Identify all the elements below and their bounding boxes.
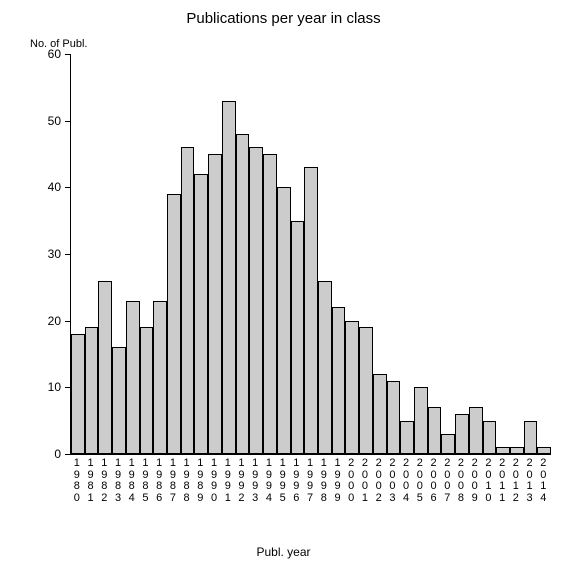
x-tick-label: 2012 (509, 458, 523, 504)
x-tick-label: 1998 (317, 458, 331, 504)
bar (496, 447, 510, 454)
y-tick-label: 0 (54, 447, 61, 461)
bar (222, 101, 236, 454)
x-tick-label: 2000 (344, 458, 358, 504)
x-tick-label: 1991 (221, 458, 235, 504)
bar (483, 421, 497, 454)
y-tick (65, 387, 71, 388)
y-tick (65, 254, 71, 255)
bar (208, 154, 222, 454)
bar (194, 174, 208, 454)
bar (263, 154, 277, 454)
bar (236, 134, 250, 454)
bar (345, 321, 359, 454)
x-tick-label: 1993 (248, 458, 262, 504)
x-tick-label: 2006 (427, 458, 441, 504)
x-tick-label: 1986 (152, 458, 166, 504)
x-tick-label: 1997 (303, 458, 317, 504)
bar (387, 381, 401, 454)
y-tick-label: 50 (48, 114, 61, 128)
bar (291, 221, 305, 454)
y-tick (65, 187, 71, 188)
x-tick-label: 2001 (358, 458, 372, 504)
bar (71, 334, 85, 454)
y-tick-label: 10 (48, 380, 61, 394)
x-tick-label: 2007 (440, 458, 454, 504)
x-tick-label: 1995 (276, 458, 290, 504)
y-tick-label: 60 (48, 47, 61, 61)
bar (359, 327, 373, 454)
x-tick-label: 1989 (193, 458, 207, 504)
bar (112, 347, 126, 454)
bar (140, 327, 154, 454)
x-tick-label: 2004 (399, 458, 413, 504)
x-tick-label: 1994 (262, 458, 276, 504)
bar (332, 307, 346, 454)
x-tick-label: 2011 (495, 458, 509, 504)
x-tick-label: 1984 (125, 458, 139, 504)
x-tick-label: 1990 (207, 458, 221, 504)
bars-group (71, 54, 551, 454)
bar (400, 421, 414, 454)
y-tick-label: 30 (48, 247, 61, 261)
bar (510, 447, 524, 454)
bar (537, 447, 551, 454)
bar (318, 281, 332, 454)
chart-title: Publications per year in class (0, 0, 567, 27)
x-tick-label: 2003 (386, 458, 400, 504)
y-tick (65, 321, 71, 322)
bar (85, 327, 99, 454)
x-tick-label: 1981 (84, 458, 98, 504)
bar (277, 187, 291, 454)
bar (373, 374, 387, 454)
bar (469, 407, 483, 454)
x-tick-label: 2002 (372, 458, 386, 504)
bar (414, 387, 428, 454)
chart-container: Publications per year in class No. of Pu… (0, 0, 567, 567)
x-tick-label: 2009 (468, 458, 482, 504)
x-tick-label: 1980 (70, 458, 84, 504)
bar (455, 414, 469, 454)
x-tick-label: 1987 (166, 458, 180, 504)
bar (153, 301, 167, 454)
x-tick-label: 2010 (482, 458, 496, 504)
bar (428, 407, 442, 454)
x-tick-label: 1996 (290, 458, 304, 504)
x-tick-label: 1988 (180, 458, 194, 504)
y-tick-label: 40 (48, 180, 61, 194)
x-tick-label: 1983 (111, 458, 125, 504)
bar (98, 281, 112, 454)
y-tick (65, 454, 71, 455)
x-tick-labels: 1980198119821983198419851986198719881989… (70, 458, 550, 504)
y-tick (65, 54, 71, 55)
x-tick-label: 1999 (331, 458, 345, 504)
x-tick-label: 2014 (536, 458, 550, 504)
x-tick-label: 2005 (413, 458, 427, 504)
x-tick-label: 1982 (97, 458, 111, 504)
bar (126, 301, 140, 454)
bar (441, 434, 455, 454)
x-tick-label: 1985 (139, 458, 153, 504)
x-tick-label: 2013 (523, 458, 537, 504)
x-axis-title: Publ. year (0, 545, 567, 559)
y-tick (65, 121, 71, 122)
x-tick-label: 1992 (235, 458, 249, 504)
y-tick-label: 20 (48, 314, 61, 328)
plot-area: 0102030405060 (70, 54, 551, 455)
bar (181, 147, 195, 454)
bar (167, 194, 181, 454)
bar (304, 167, 318, 454)
bar (524, 421, 538, 454)
x-tick-label: 2008 (454, 458, 468, 504)
bar (249, 147, 263, 454)
